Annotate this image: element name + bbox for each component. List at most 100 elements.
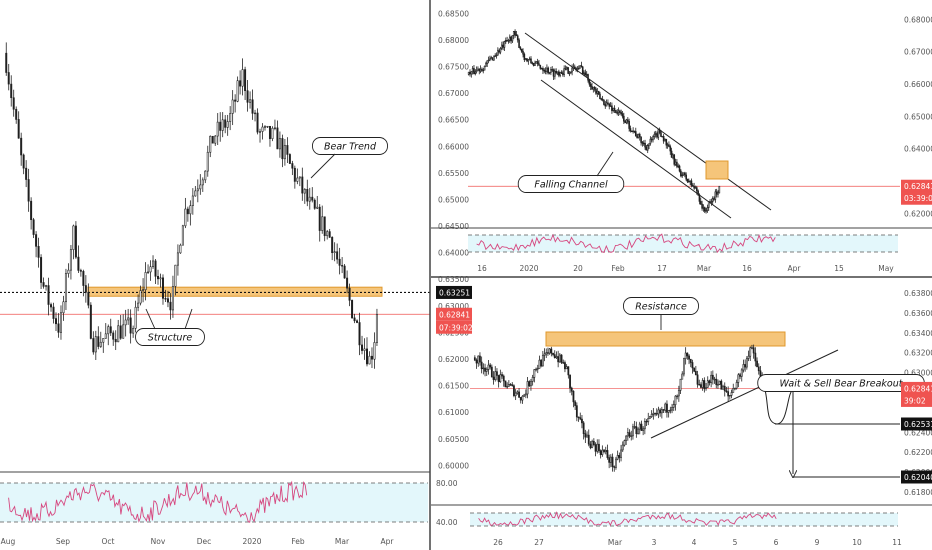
h1-candle-body [739, 374, 741, 377]
daily-candle-body [204, 170, 207, 181]
daily-candle-body [256, 112, 259, 133]
h1-candle-body [504, 380, 507, 388]
daily-candle-body [323, 216, 326, 237]
h1-candle-body [557, 356, 560, 363]
daily-candle-body [84, 285, 87, 293]
h1-candle-body [722, 385, 724, 390]
h1-candle-body [681, 373, 684, 380]
h4-annotations[interactable]: Falling Channel [517, 151, 625, 193]
daily-candle-body [346, 277, 349, 289]
h1-candle-body [604, 450, 607, 453]
daily-candle-body [209, 135, 212, 153]
h4-candle-body [475, 69, 478, 73]
daily-structure-zone[interactable] [87, 286, 383, 297]
h1-candle-body [728, 394, 731, 397]
daily-candle-body [37, 246, 40, 258]
h4-candle-body [648, 143, 650, 146]
daily-candle-body [79, 270, 82, 272]
h1-candle-body [621, 444, 624, 451]
h1-resistance-zone-rect [545, 331, 786, 347]
h1-target1-price-tag-box [901, 417, 932, 431]
h4-candle-body [709, 201, 711, 203]
h4-zone[interactable] [705, 160, 729, 180]
h4-chart-panel[interactable]: 0.68000 0.67000 0.66000 0.65000 0.64000 0.620… [431, 15, 932, 273]
h4-candle-body [502, 44, 504, 48]
h1-candle-body [710, 374, 713, 384]
h1-candle-body [596, 443, 599, 452]
h4-candle-body [473, 68, 475, 75]
daily-annotations[interactable]: Bear Trend Structure [135, 137, 388, 346]
h4-candle-body [595, 88, 597, 94]
daily-candle-body [10, 83, 13, 99]
daily-candle-body [211, 135, 214, 144]
daily-candle-body [224, 119, 227, 128]
daily-candle-body [306, 189, 309, 202]
h4-candle-body [526, 58, 528, 62]
h1-candle-body [698, 384, 701, 386]
daily-bear-trend-callout-text: Bear Trend [324, 142, 377, 153]
h1-time-tick: 11 [892, 538, 902, 547]
daily-candle-body [206, 151, 209, 172]
h1-candle-body [683, 358, 685, 375]
daily-panel-background [0, 0, 430, 550]
daily-candle-body [164, 298, 167, 300]
daily-candle-body [311, 196, 314, 201]
h4-candle-body [514, 31, 516, 35]
daily-candle-body [273, 127, 276, 129]
h4-candle-body [695, 187, 698, 192]
h1-trendline[interactable] [650, 349, 839, 439]
h1-chart-panel[interactable]: 0.63800 0.63600 0.63400 0.63200 0.63000 0.624… [431, 289, 932, 547]
h1-annotations[interactable]: Resistance Wait & Sell Bear Breakout [623, 297, 925, 392]
daily-candle-body [161, 277, 164, 299]
h1-wait-sell-callout-text: Wait & Sell Bear Breakout [780, 379, 904, 390]
h4-candle-body [547, 67, 550, 74]
h4-candle-body [642, 142, 645, 145]
h4-candle-body [569, 71, 572, 74]
h4-price-tick: 0.67000 [904, 48, 932, 57]
h1-candle-body [625, 435, 628, 441]
daily-rsi-pane: 80.00 40.00 [0, 471, 458, 527]
h4-candle-body [597, 90, 600, 95]
h4-candle-body [668, 144, 670, 147]
h4-candle-body [627, 119, 629, 122]
h1-time-tick: 9 [815, 538, 820, 547]
h4-price-tick: 0.68000 [904, 15, 932, 24]
h4-candle-body [554, 70, 556, 77]
h1-projection[interactable] [762, 382, 900, 477]
daily-candle-body [47, 285, 50, 305]
h1-resistance-zone[interactable] [545, 331, 786, 347]
h1-target2-price-tag-box [901, 470, 932, 484]
daily-candle-body [59, 312, 62, 333]
h1-candle-body [581, 418, 583, 424]
daily-price-tick: 0.65500 [438, 169, 469, 178]
daily-candle-body [194, 190, 197, 197]
h1-candle-body [752, 347, 755, 354]
daily-candle-body [263, 126, 266, 128]
h1-candle-body [711, 374, 714, 380]
h1-candle-body [574, 401, 577, 406]
h4-candle-body [650, 138, 653, 141]
h1-candle-body [647, 418, 650, 422]
h1-candle-body [509, 384, 512, 386]
daily-candle-body [159, 277, 162, 280]
daily-candle-body [298, 176, 301, 179]
daily-candle-body [301, 176, 304, 194]
daily-candle-body [52, 306, 55, 319]
daily-candle-body [303, 189, 306, 194]
h4-candle-body [524, 58, 527, 61]
h4-candle-body [503, 41, 506, 48]
h4-candle-body [706, 207, 709, 212]
h4-candle-body [694, 187, 697, 189]
h1-candle-body [688, 355, 690, 360]
daily-chart-panel[interactable]: 0.68500 0.68000 0.67500 0.67000 0.66500 0.660… [0, 0, 473, 550]
h4-candle-body [504, 40, 507, 43]
daily-candle-body [348, 287, 351, 301]
h1-candle-body [506, 386, 509, 388]
h1-price-tick: 0.63800 [904, 289, 932, 298]
daily-candle-body [336, 251, 339, 260]
h4-candle-body [705, 210, 707, 212]
h4-price-tags: 0.62841 03:39:02 [901, 179, 932, 205]
h4-countdown-price-tag-text: 03:39:02 [904, 194, 932, 203]
h4-candle-body [662, 136, 665, 142]
daily-candle-body [77, 256, 80, 271]
